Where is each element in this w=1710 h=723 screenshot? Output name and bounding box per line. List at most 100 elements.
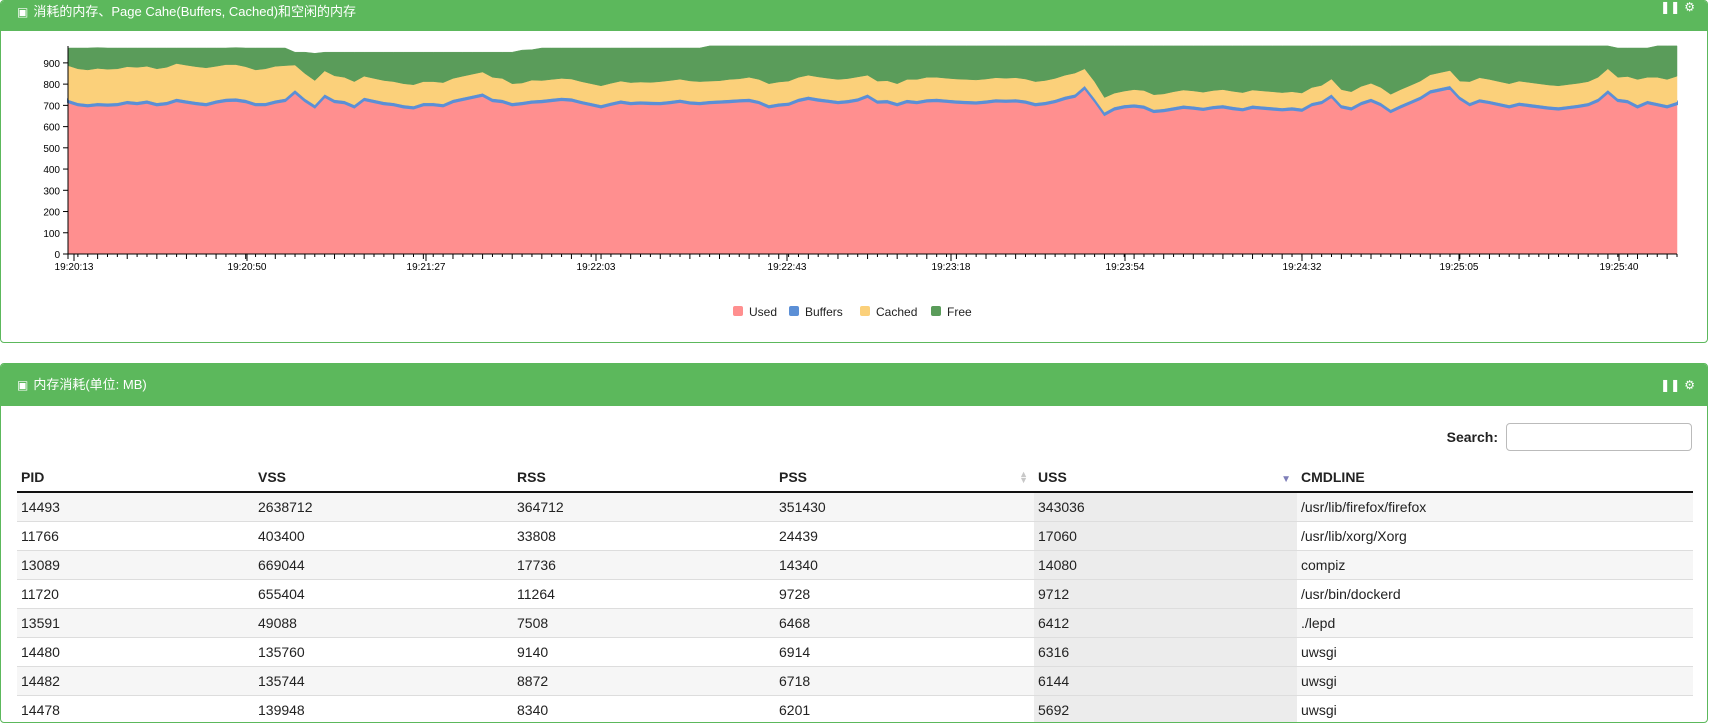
y-tick-label: 0 [54, 250, 60, 261]
legend-item-used[interactable]: Used [733, 305, 777, 319]
cell-pss: 6914 [775, 638, 1034, 667]
cell-cmdline: /usr/bin/dockerd [1297, 580, 1693, 609]
cell-rss: 11264 [513, 580, 775, 609]
y-tick-label: 600 [43, 123, 60, 134]
cell-uss: 6144 [1034, 667, 1297, 696]
y-tick-label: 400 [43, 165, 60, 176]
cell-uss: 6412 [1034, 609, 1297, 638]
y-tick-label: 200 [43, 208, 60, 219]
column-header-rss[interactable]: RSS [513, 462, 775, 492]
cell-rss: 9140 [513, 638, 775, 667]
y-tick-label: 800 [43, 80, 60, 91]
cell-vss: 135760 [254, 638, 513, 667]
chart-panel-title: 消耗的内存、Page Cahe(Buffers, Cached)和空闲的内存 [33, 1, 356, 23]
cell-pss: 14340 [775, 551, 1034, 580]
cell-uss: 5692 [1034, 696, 1297, 723]
cell-pss: 9728 [775, 580, 1034, 609]
column-header-uss[interactable]: USS ▼ [1034, 462, 1297, 492]
cell-pss: 6718 [775, 667, 1034, 696]
cell-vss: 135744 [254, 667, 513, 696]
x-tick-label: 19:23:54 [1106, 262, 1145, 273]
x-tick-label: 19:20:13 [55, 262, 94, 273]
cell-pid: 14482 [17, 667, 254, 696]
cell-rss: 33808 [513, 522, 775, 551]
cell-pid: 14493 [17, 492, 254, 522]
x-tick-label: 19:25:40 [1600, 262, 1639, 273]
table-header-row: PID VSS RSS PSS▲▼ USS ▼ CMDLINE [17, 462, 1693, 492]
legend-item-free[interactable]: Free [931, 305, 972, 319]
cell-cmdline: ./lepd [1297, 609, 1693, 638]
search-input[interactable] [1506, 423, 1692, 451]
column-header-pid[interactable]: PID [17, 462, 254, 492]
cell-cmdline: uwsgi [1297, 696, 1693, 723]
pause-icon[interactable]: ❚❚ [1660, 1, 1680, 13]
legend-swatch [789, 306, 799, 316]
legend-item-buffers[interactable]: Buffers [789, 305, 843, 319]
legend-swatch [733, 306, 743, 316]
legend-label: Free [947, 305, 972, 319]
cell-cmdline: /usr/lib/xorg/Xorg [1297, 522, 1693, 551]
legend-swatch [860, 306, 870, 316]
x-tick-label: 19:21:27 [407, 262, 446, 273]
cell-pss: 24439 [775, 522, 1034, 551]
column-header-pss[interactable]: PSS▲▼ [775, 462, 1034, 492]
cell-cmdline: uwsgi [1297, 667, 1693, 696]
gear-icon[interactable]: ⚙ [1684, 1, 1695, 13]
column-header-uss-label: USS [1038, 469, 1067, 485]
y-tick-label: 100 [43, 229, 60, 240]
cell-pid: 14478 [17, 696, 254, 723]
chart-panel-heading: ▣ 消耗的内存、Page Cahe(Buffers, Cached)和空闲的内存… [1, 1, 1707, 31]
sort-desc-icon: ▼ [1281, 474, 1291, 485]
area-used [68, 88, 1677, 254]
cell-uss: 17060 [1034, 522, 1297, 551]
memory-icon: ▣ [17, 6, 28, 18]
pause-icon[interactable]: ❚❚ [1660, 379, 1680, 391]
cell-vss: 2638712 [254, 492, 513, 522]
table-panel-heading: ▣ 内存消耗(单位: MB) ❚❚ ⚙ [1, 364, 1707, 406]
cell-pid: 14480 [17, 638, 254, 667]
cell-pss: 6468 [775, 609, 1034, 638]
cell-vss: 139948 [254, 696, 513, 723]
gear-icon[interactable]: ⚙ [1684, 379, 1695, 391]
cell-vss: 655404 [254, 580, 513, 609]
cell-cmdline: compiz [1297, 551, 1693, 580]
memory-chart-panel: ▣ 消耗的内存、Page Cahe(Buffers, Cached)和空闲的内存… [0, 0, 1708, 343]
cell-pid: 13591 [17, 609, 254, 638]
x-tick-label: 19:20:50 [228, 262, 267, 273]
column-header-vss[interactable]: VSS [254, 462, 513, 492]
x-tick-label: 19:24:32 [1283, 262, 1322, 273]
y-tick-label: 700 [43, 101, 60, 112]
cell-pid: 11766 [17, 522, 254, 551]
cell-uss: 14080 [1034, 551, 1297, 580]
legend-label: Cached [876, 305, 917, 319]
cell-uss: 343036 [1034, 492, 1297, 522]
cell-pss: 6201 [775, 696, 1034, 723]
cell-rss: 364712 [513, 492, 775, 522]
cell-pid: 11720 [17, 580, 254, 609]
cell-rss: 7508 [513, 609, 775, 638]
x-tick-label: 19:22:43 [768, 262, 807, 273]
cell-rss: 8340 [513, 696, 775, 723]
cell-cmdline: uwsgi [1297, 638, 1693, 667]
sort-both-icon: ▲▼ [1019, 471, 1028, 483]
cell-pss: 351430 [775, 492, 1034, 522]
x-tick-label: 19:25:05 [1440, 262, 1479, 273]
x-tick-label: 19:23:18 [932, 262, 971, 273]
legend-item-cached[interactable]: Cached [860, 305, 917, 319]
column-header-cmdline[interactable]: CMDLINE [1297, 462, 1693, 492]
search-row: Search: [1447, 423, 1692, 451]
x-tick-label: 19:22:03 [577, 262, 616, 273]
legend-label: Buffers [805, 305, 843, 319]
cell-uss: 6316 [1034, 638, 1297, 667]
